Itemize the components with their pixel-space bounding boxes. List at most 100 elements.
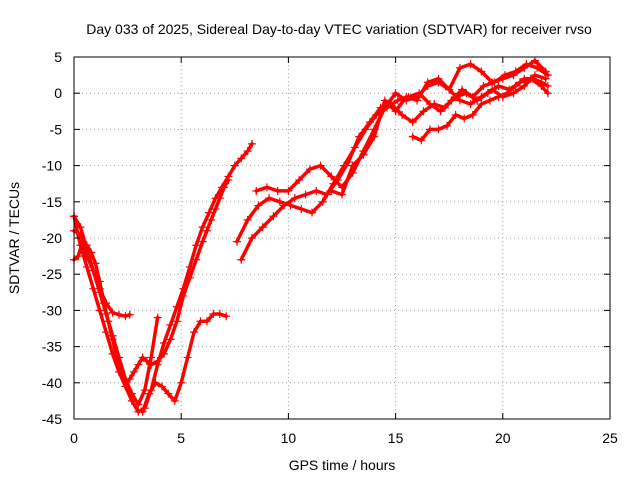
series-track-4: [70, 139, 256, 416]
data-point: [102, 310, 111, 319]
data-point: [151, 378, 160, 387]
data-point: [391, 107, 400, 116]
y-tick-label: -35: [42, 339, 62, 355]
data-point: [202, 317, 211, 326]
data-point: [408, 132, 417, 141]
data-point: [215, 310, 224, 319]
data-point: [224, 172, 233, 181]
data-point: [166, 335, 175, 344]
data-point: [520, 63, 529, 72]
plot-series: [70, 56, 552, 416]
data-point: [494, 92, 503, 101]
x-tick-label: 0: [70, 430, 78, 446]
data-point: [290, 194, 299, 203]
data-point: [127, 396, 136, 405]
x-axis-label: GPS time / hours: [289, 457, 396, 473]
data-point: [145, 389, 154, 398]
data-point: [359, 150, 368, 159]
data-point: [243, 147, 252, 156]
data-point: [134, 360, 143, 369]
data-point: [370, 132, 379, 141]
data-point: [247, 234, 256, 242]
x-tick-label: 20: [495, 430, 511, 446]
data-point: [237, 154, 246, 163]
data-point: [434, 125, 443, 134]
data-point: [398, 110, 407, 119]
data-point: [425, 125, 434, 134]
data-point: [273, 186, 282, 195]
data-point: [108, 308, 117, 317]
data-point: [402, 92, 411, 101]
data-point: [520, 81, 529, 90]
data-point: [243, 215, 252, 224]
data-point: [202, 226, 211, 235]
y-axis-label: SDTVAR / TECUs: [6, 182, 22, 294]
data-point: [511, 81, 520, 90]
series-line: [254, 58, 548, 193]
data-point: [95, 306, 104, 315]
data-point: [393, 96, 402, 105]
data-point: [237, 255, 246, 264]
data-point: [423, 78, 432, 87]
series-track-10: [408, 74, 552, 145]
data-point: [301, 190, 310, 199]
data-point: [130, 367, 139, 376]
series-line: [72, 142, 254, 414]
data-point: [307, 208, 316, 217]
y-tick-label: -5: [50, 121, 63, 137]
data-point: [172, 302, 181, 311]
data-point: [198, 223, 207, 232]
data-point: [138, 407, 147, 416]
data-point: [305, 165, 314, 174]
data-point: [192, 241, 201, 250]
data-point: [528, 74, 537, 83]
x-tick-label: 15: [388, 430, 404, 446]
data-point: [434, 74, 443, 83]
data-point: [413, 96, 422, 105]
axis-ticks: [73, 56, 611, 420]
data-point: [312, 186, 321, 195]
data-point: [232, 237, 241, 246]
data-point: [157, 382, 166, 391]
data-point: [485, 96, 494, 105]
data-point: [115, 367, 124, 376]
data-point: [477, 67, 486, 76]
data-point: [170, 396, 179, 405]
x-axis-tick-labels: 0 5 10 15 20 25: [70, 430, 618, 446]
series-track-3: [70, 226, 162, 409]
data-point: [455, 63, 464, 72]
data-point: [190, 328, 199, 337]
data-point: [348, 161, 357, 170]
data-point: [455, 96, 464, 105]
data-point: [115, 310, 124, 319]
data-point: [417, 136, 426, 145]
y-axis-tick-labels: 5 0 -5 -10 -15 -20 -25 -30 -35 -40 -45: [42, 49, 62, 427]
data-point: [543, 89, 552, 98]
data-point: [327, 172, 336, 181]
data-point: [498, 74, 507, 83]
data-point: [468, 92, 477, 101]
data-point: [445, 85, 454, 94]
data-point: [477, 92, 486, 101]
data-point: [254, 201, 263, 210]
data-point: [468, 110, 477, 119]
data-point: [494, 81, 503, 90]
data-point: [252, 186, 261, 195]
y-tick-label: -10: [42, 158, 62, 174]
data-point: [436, 107, 445, 116]
data-point: [108, 331, 117, 340]
data-point: [74, 252, 83, 261]
x-tick-label: 5: [177, 430, 185, 446]
data-point: [183, 353, 192, 362]
data-point: [488, 85, 497, 94]
data-point: [477, 100, 486, 109]
data-point: [89, 266, 98, 275]
y-tick-label: -25: [42, 266, 62, 282]
data-point: [503, 89, 512, 98]
data-point: [284, 186, 293, 195]
y-tick-label: -20: [42, 230, 62, 246]
data-point: [537, 78, 546, 87]
data-point: [115, 353, 124, 362]
data-point: [121, 382, 130, 391]
data-point: [350, 143, 359, 152]
